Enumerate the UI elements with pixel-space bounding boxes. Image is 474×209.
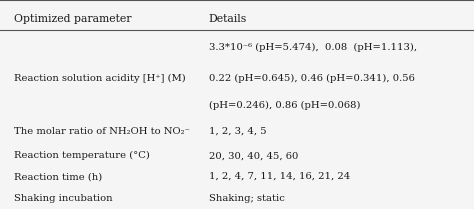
Text: Details: Details: [209, 14, 247, 24]
Text: Reaction time (h): Reaction time (h): [14, 172, 102, 181]
Text: Reaction solution acidity [H⁺] (M): Reaction solution acidity [H⁺] (M): [14, 74, 186, 83]
Text: (pH=0.246), 0.86 (pH=0.068): (pH=0.246), 0.86 (pH=0.068): [209, 101, 360, 110]
Text: The molar ratio of NH₂OH to NO₂⁻: The molar ratio of NH₂OH to NO₂⁻: [14, 127, 190, 136]
Text: Shaking; static: Shaking; static: [209, 194, 284, 203]
Text: 20, 30, 40, 45, 60: 20, 30, 40, 45, 60: [209, 151, 298, 160]
Text: Reaction temperature (°C): Reaction temperature (°C): [14, 151, 150, 160]
Text: 3.3*10⁻⁶ (pH=5.474),  0.08  (pH=1.113),: 3.3*10⁻⁶ (pH=5.474), 0.08 (pH=1.113),: [209, 42, 417, 52]
Text: 1, 2, 4, 7, 11, 14, 16, 21, 24: 1, 2, 4, 7, 11, 14, 16, 21, 24: [209, 172, 350, 181]
Text: 1, 2, 3, 4, 5: 1, 2, 3, 4, 5: [209, 127, 266, 136]
Text: 0.22 (pH=0.645), 0.46 (pH=0.341), 0.56: 0.22 (pH=0.645), 0.46 (pH=0.341), 0.56: [209, 74, 414, 83]
Text: Optimized parameter: Optimized parameter: [14, 14, 132, 24]
Text: Shaking incubation: Shaking incubation: [14, 194, 113, 203]
